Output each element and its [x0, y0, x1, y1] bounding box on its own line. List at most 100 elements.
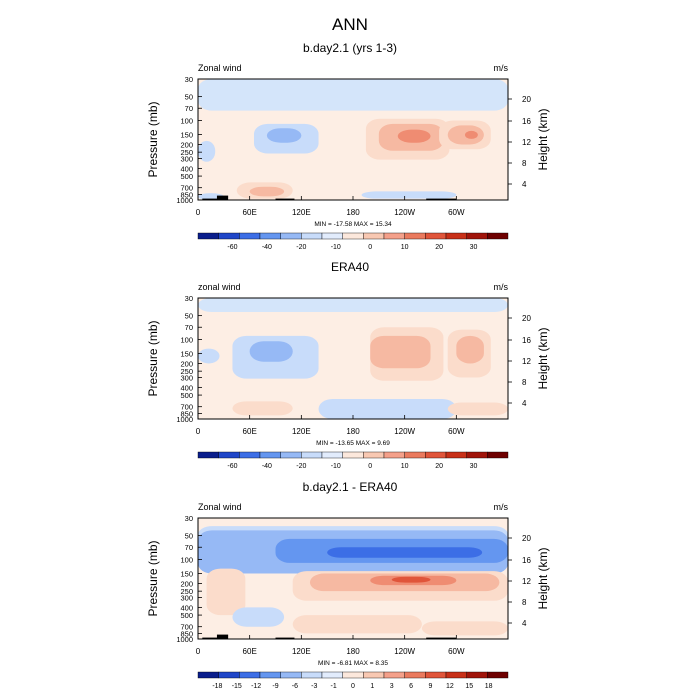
y-right-tick-label: 8: [522, 159, 527, 168]
colorbar-label: -10: [331, 463, 341, 470]
colorbar-label: 18: [485, 683, 493, 690]
y-right-tick-label: 4: [522, 180, 527, 189]
x-tick-label: 60W: [448, 208, 465, 217]
contour-region: [447, 402, 508, 416]
colorbar-swatch: [301, 232, 323, 240]
y-right-tick-label: 16: [522, 336, 531, 345]
contour-region: [421, 621, 508, 636]
y-tick-label: 400: [180, 383, 193, 392]
x-tick-label: 120W: [394, 647, 415, 656]
panel-units-label: m/s: [494, 502, 509, 512]
colorbar-label: -9: [272, 683, 278, 690]
colorbar-label: -60: [227, 463, 237, 470]
colorbar-label: 0: [368, 244, 372, 251]
colorbar-label: 10: [401, 244, 409, 251]
y-tick-label: 70: [185, 543, 193, 552]
y-right-tick-label: 8: [522, 378, 527, 387]
y-tick-label: 1000: [176, 196, 193, 205]
y-tick-label: 300: [180, 154, 193, 163]
colorbar-swatch: [383, 671, 405, 679]
colorbar-swatch: [280, 671, 302, 679]
x-tick-label: 120W: [394, 427, 415, 436]
colorbar-label: 10: [401, 463, 409, 470]
panel-left-label: Zonal wind: [198, 63, 242, 73]
colorbar-label: -40: [262, 244, 272, 251]
topography-mask: [202, 198, 223, 200]
topography-mask: [426, 637, 457, 639]
colorbar-label: -10: [331, 244, 341, 251]
colorbar-swatch: [280, 451, 302, 459]
contour-region: [318, 398, 457, 419]
colorbar-label: 3: [390, 683, 394, 690]
y-right-tick-label: 8: [522, 598, 527, 607]
x-tick-label: 60E: [243, 208, 257, 217]
x-tick-label: 120E: [292, 427, 311, 436]
colorbar-swatch: [363, 232, 385, 240]
colorbar-label: 20: [435, 463, 443, 470]
y-tick-label: 500: [180, 611, 193, 620]
colorbar-label: 6: [409, 683, 413, 690]
y-tick-label: 1000: [176, 415, 193, 424]
colorbar-label: 0: [368, 463, 372, 470]
contour-region: [370, 335, 431, 369]
contour-field: [198, 518, 508, 639]
colorbar-label: -20: [296, 244, 306, 251]
colorbar-label: 9: [429, 683, 433, 690]
colorbar-swatch: [404, 232, 426, 240]
y-tick-label: 200: [180, 359, 193, 368]
colorbar-swatch: [197, 232, 219, 240]
contour-field: [198, 298, 508, 419]
colorbar-label: -20: [296, 463, 306, 470]
colorbar-swatch: [445, 671, 467, 679]
colorbar-swatch: [342, 671, 364, 679]
panel-title: b.day2.1 - ERA40: [303, 480, 398, 494]
y-tick-label: 30: [185, 294, 193, 303]
panel-units-label: m/s: [494, 282, 509, 292]
x-tick-label: 0: [196, 208, 201, 217]
y-tick-label: 850: [180, 629, 193, 638]
panel-title: ERA40: [331, 260, 369, 274]
contour-region: [292, 615, 422, 634]
x-tick-label: 60W: [448, 647, 465, 656]
colorbar-label: 30: [470, 463, 478, 470]
colorbar-swatch: [404, 451, 426, 459]
colorbar-label: -15: [232, 683, 242, 690]
y-tick-label: 700: [180, 403, 193, 412]
y-right-tick-label: 12: [522, 577, 531, 586]
y-tick-label: 250: [180, 587, 193, 596]
colorbar-swatch: [197, 451, 219, 459]
topography-mask: [216, 634, 229, 639]
y-right-axis-title: Height (km): [536, 327, 550, 389]
x-tick-label: 0: [196, 427, 201, 436]
x-tick-label: 60W: [448, 427, 465, 436]
colorbar-swatch: [363, 451, 385, 459]
colorbar-swatch: [239, 671, 261, 679]
contour-region: [232, 607, 285, 627]
colorbar-swatch: [466, 232, 488, 240]
y-tick-label: 250: [180, 148, 193, 157]
y-tick-label: 150: [180, 570, 193, 579]
x-tick-label: 120E: [292, 647, 311, 656]
y-tick-label: 30: [185, 75, 193, 84]
y-tick-label: 400: [180, 603, 193, 612]
y-tick-label: 700: [180, 623, 193, 632]
contour-region: [391, 576, 431, 583]
colorbar-label: -60: [227, 244, 237, 251]
colorbar-swatch: [239, 232, 261, 240]
y-tick-label: 250: [180, 367, 193, 376]
colorbar-swatch: [301, 671, 323, 679]
colorbar-label: 0: [351, 683, 355, 690]
x-tick-label: 120W: [394, 208, 415, 217]
colorbar-swatch: [487, 671, 509, 679]
contour-region: [198, 79, 508, 111]
colorbar-label: 15: [465, 683, 473, 690]
colorbar-label: 30: [470, 244, 478, 251]
topography-mask: [275, 637, 295, 639]
y-tick-label: 70: [185, 104, 193, 113]
x-tick-label: 120E: [292, 208, 311, 217]
colorbar-swatch: [487, 451, 509, 459]
colorbar-swatch: [404, 671, 426, 679]
colorbar-label: -12: [251, 683, 261, 690]
colorbar-swatch: [259, 451, 281, 459]
